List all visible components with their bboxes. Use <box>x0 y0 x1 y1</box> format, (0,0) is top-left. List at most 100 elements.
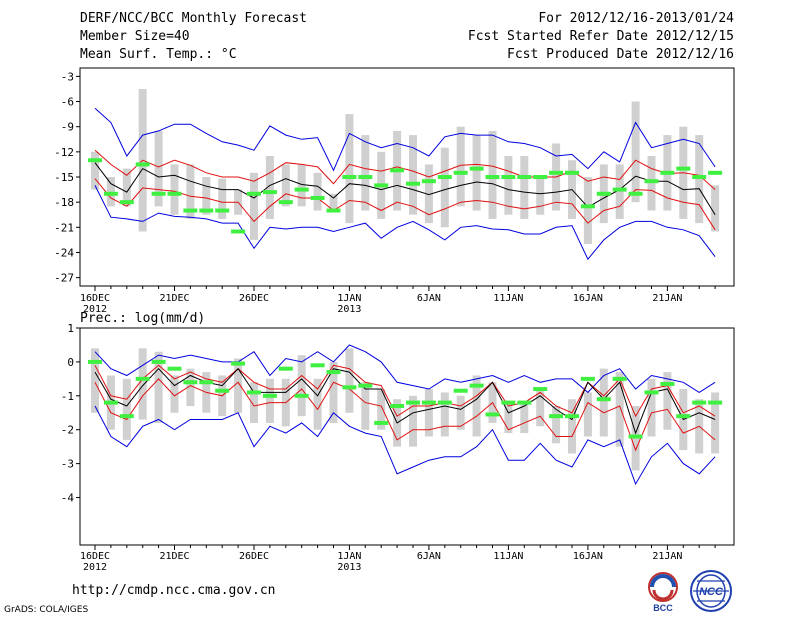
spread-box <box>345 114 354 224</box>
spread-box <box>583 392 592 437</box>
observed-marker <box>628 191 643 196</box>
x-tick-year-label: 2013 <box>337 304 361 315</box>
series-line-max <box>94 344 716 394</box>
observed-marker <box>135 162 150 167</box>
observed-marker <box>199 208 214 213</box>
forecast-period: For 2012/12/16-2013/01/24 <box>538 11 734 26</box>
variable-label: Mean Surf. Temp.: °C <box>80 47 237 62</box>
observed-marker <box>437 400 452 405</box>
precip-panel-title: Prec.: log(mm/d) <box>80 311 205 326</box>
y-tick-label: -18 <box>54 196 74 209</box>
observed-marker <box>262 393 277 398</box>
observed-marker <box>692 175 707 179</box>
spread-box <box>647 378 656 437</box>
observed-marker <box>342 385 357 390</box>
y-tick-label: -24 <box>54 246 74 259</box>
observed-marker <box>596 191 611 196</box>
observed-marker <box>533 175 548 179</box>
x-tick-label: 11JAN <box>493 293 523 304</box>
spread-box <box>488 130 497 219</box>
observed-marker <box>612 187 627 192</box>
x-tick-label: 11JAN <box>493 551 523 562</box>
series-line-max <box>94 107 716 172</box>
observed-marker <box>580 204 595 209</box>
spread-box <box>647 156 656 211</box>
bcc-logo: BCC <box>648 572 678 613</box>
observed-marker <box>294 393 309 398</box>
spread-box <box>234 358 243 413</box>
x-tick-label: 21DEC <box>159 293 189 304</box>
spread-box <box>281 164 290 207</box>
observed-marker <box>660 381 675 386</box>
y-tick-label: -27 <box>54 272 74 285</box>
observed-marker <box>215 388 230 393</box>
observed-marker <box>119 414 134 419</box>
series-line-lower <box>94 178 716 231</box>
spread-box <box>424 389 433 437</box>
spread-box <box>409 395 417 447</box>
x-tick-label: 21JAN <box>652 293 682 304</box>
spread-box <box>170 164 179 215</box>
spread-box <box>265 378 274 423</box>
series-line-mean <box>94 162 716 215</box>
observed-marker <box>628 434 643 439</box>
spread-box <box>440 147 449 228</box>
observed-marker <box>421 400 436 405</box>
spread-box <box>583 177 592 245</box>
series-line-upper <box>94 364 716 418</box>
observed-marker <box>342 175 357 179</box>
spread-box <box>631 101 640 203</box>
observed-marker <box>644 179 659 184</box>
spread-box <box>106 177 115 207</box>
spread-box <box>504 402 513 434</box>
y-tick-label: -3 <box>61 70 74 83</box>
observed-marker <box>612 376 627 381</box>
spread-box <box>313 378 322 430</box>
spread-box <box>520 402 529 434</box>
observed-marker <box>708 170 723 175</box>
spread-box <box>424 164 433 224</box>
spread-box <box>456 126 465 207</box>
observed-marker <box>533 387 548 392</box>
y-tick-label: -3 <box>61 458 74 471</box>
spread-box <box>520 156 529 219</box>
spread-box <box>695 135 704 224</box>
observed-marker <box>151 191 166 196</box>
observed-marker <box>453 170 468 175</box>
series-line-lower <box>94 378 716 452</box>
observed-marker <box>103 191 118 196</box>
observed-marker <box>644 390 659 395</box>
x-tick-label: 16DEC <box>80 293 110 304</box>
observed-marker <box>151 359 166 364</box>
spread-box <box>615 372 624 447</box>
observed-marker <box>692 400 707 405</box>
x-tick-label: 1JAN <box>337 293 361 304</box>
spread-box <box>568 399 576 454</box>
observed-marker <box>374 420 389 425</box>
observed-marker <box>437 175 452 179</box>
observed-marker <box>88 359 102 364</box>
ncc-logo: NCC <box>690 570 732 612</box>
observed-marker <box>517 400 532 405</box>
observed-marker <box>135 376 150 381</box>
series-line-mean <box>94 367 716 435</box>
spread-box <box>536 177 545 215</box>
x-tick-label: 16DEC <box>80 551 110 562</box>
spread-box <box>186 164 195 219</box>
plot-frame <box>79 327 735 546</box>
spread-box <box>615 164 624 219</box>
y-tick-label: -9 <box>61 121 74 134</box>
observed-marker <box>247 191 261 196</box>
source-url[interactable]: http://cmdp.ncc.cma.gov.cn <box>72 583 276 598</box>
chart-title: DERF/NCC/BCC Monthly Forecast <box>80 11 307 26</box>
observed-marker <box>310 363 325 368</box>
observed-marker <box>676 414 691 419</box>
x-tick-label: 26DEC <box>239 551 269 562</box>
spread-box <box>265 156 274 219</box>
spread-box <box>361 135 370 211</box>
spread-box <box>552 405 561 444</box>
y-tick-label: -4 <box>61 492 75 505</box>
observed-marker <box>485 412 500 417</box>
